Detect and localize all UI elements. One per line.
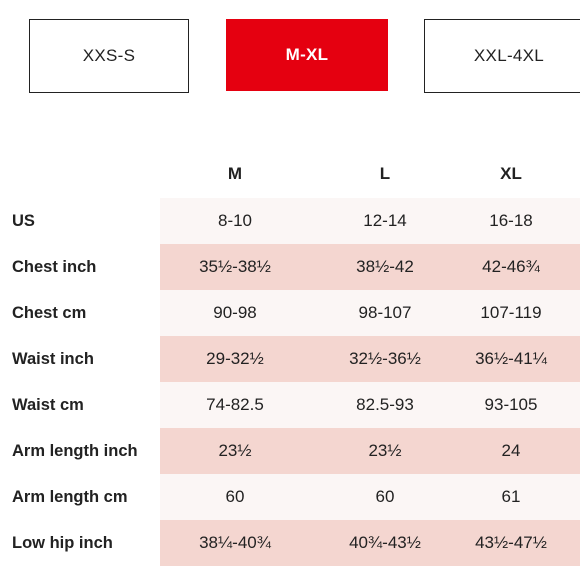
table-cell: 42-46¾: [460, 244, 580, 290]
table-cell: 23½: [160, 428, 310, 474]
table-row: Chest cm 90-98 98-107 107-119: [0, 290, 580, 336]
size-chart-table: M L XL US 8-10 12-14 16-18 Chest inch 35…: [0, 150, 580, 566]
table-cell: 35½-38½: [160, 244, 310, 290]
header-corner: [0, 150, 160, 198]
table-cell: 36½-41¼: [460, 336, 580, 382]
table-cell: 74-82.5: [160, 382, 310, 428]
table-cell: 38½-42: [310, 244, 460, 290]
table-cell: 43½-47½: [460, 520, 580, 566]
row-label: Waist cm: [0, 382, 160, 428]
table-cell: 24: [460, 428, 580, 474]
row-label: Chest cm: [0, 290, 160, 336]
table-cell: 32½-36½: [310, 336, 460, 382]
table-cell: 38¼-40¾: [160, 520, 310, 566]
table-row: Arm length inch 23½ 23½ 24: [0, 428, 580, 474]
table-row: Waist inch 29-32½ 32½-36½ 36½-41¼: [0, 336, 580, 382]
table-cell: 12-14: [310, 198, 460, 244]
tab-xxl-4xl[interactable]: XXL-4XL: [424, 19, 580, 93]
table-cell: 23½: [310, 428, 460, 474]
column-header-xl: XL: [500, 164, 522, 183]
table-row: Arm length cm 60 60 61: [0, 474, 580, 520]
row-label: US: [0, 198, 160, 244]
table-cell: 40¾-43½: [310, 520, 460, 566]
row-label: Low hip inch: [0, 520, 160, 566]
table-cell: 98-107: [310, 290, 460, 336]
row-label: Waist inch: [0, 336, 160, 382]
table-cell: 90-98: [160, 290, 310, 336]
table-cell: 29-32½: [160, 336, 310, 382]
table-cell: 93-105: [460, 382, 580, 428]
table-cell: 107-119: [460, 290, 580, 336]
table-cell: 61: [460, 474, 580, 520]
size-chart: M L XL US 8-10 12-14 16-18 Chest inch 35…: [0, 150, 580, 566]
table-header-row: M L XL: [0, 150, 580, 198]
table-row: Low hip inch 38¼-40¾ 40¾-43½ 43½-47½: [0, 520, 580, 566]
size-range-tabs: XXS-S M-XL XXL-4XL: [0, 0, 580, 100]
table-row: US 8-10 12-14 16-18: [0, 198, 580, 244]
table-cell: 16-18: [460, 198, 580, 244]
tab-m-xl[interactable]: M-XL: [226, 19, 388, 91]
row-label: Chest inch: [0, 244, 160, 290]
table-row: Waist cm 74-82.5 82.5-93 93-105: [0, 382, 580, 428]
column-header-l: L: [379, 164, 391, 183]
table-row: Chest inch 35½-38½ 38½-42 42-46¾: [0, 244, 580, 290]
table-cell: 8-10: [160, 198, 310, 244]
tab-xxs-s[interactable]: XXS-S: [29, 19, 189, 93]
column-header-m: M: [227, 164, 243, 183]
table-cell: 60: [160, 474, 310, 520]
row-label: Arm length inch: [0, 428, 160, 474]
row-label: Arm length cm: [0, 474, 160, 520]
table-cell: 82.5-93: [310, 382, 460, 428]
table-cell: 60: [310, 474, 460, 520]
